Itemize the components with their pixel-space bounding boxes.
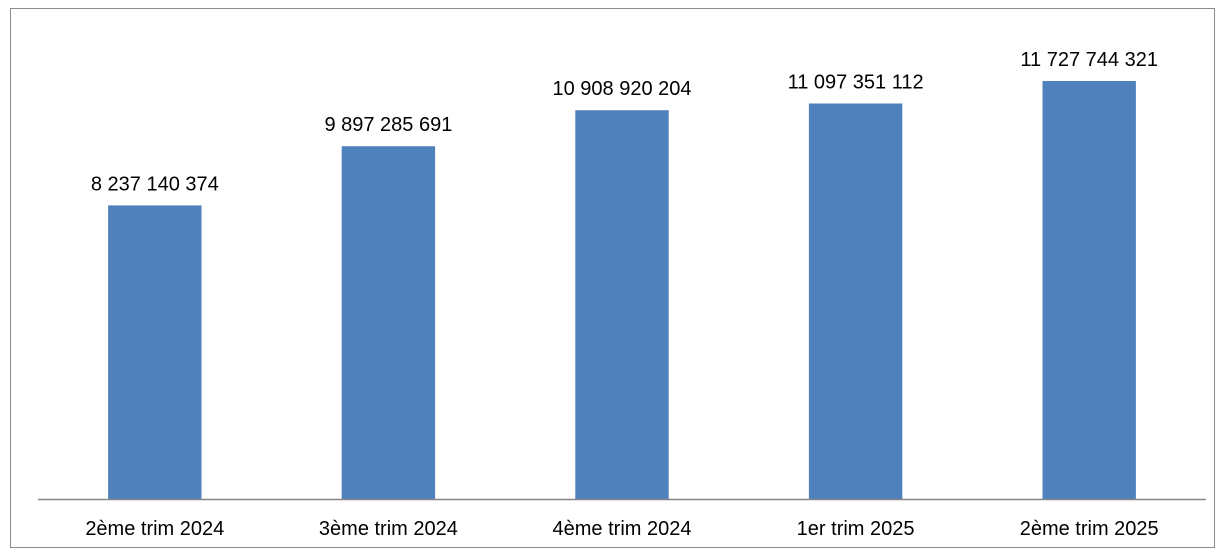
value-label-1: 8 237 140 374 [91,173,219,195]
bar-1 [108,205,202,499]
value-label-2: 9 897 285 691 [324,114,452,136]
category-label-3: 4ème trim 2024 [553,518,692,540]
bar-3 [575,110,669,499]
category-label-2: 3ème trim 2024 [319,518,458,540]
value-label-3: 10 908 920 204 [552,78,691,100]
value-labels-group: 8 237 140 374 9 897 285 691 10 908 920 204… [91,49,1158,195]
category-label-1: 2ème trim 2024 [85,518,224,540]
bar-4 [808,103,903,499]
bar-2 [341,146,436,499]
value-label-5: 11 727 744 321 [1020,49,1158,71]
category-labels-group: 2ème trim 2024 3ème trim 2024 4ème trim 20… [85,518,1158,540]
value-label-4: 11 097 351 112 [788,72,924,94]
category-label-5: 2ème trim 2025 [1020,518,1159,540]
category-label-4: 1er trim 2025 [797,518,915,540]
bar-5 [1042,81,1136,499]
bars-group [108,81,1136,499]
